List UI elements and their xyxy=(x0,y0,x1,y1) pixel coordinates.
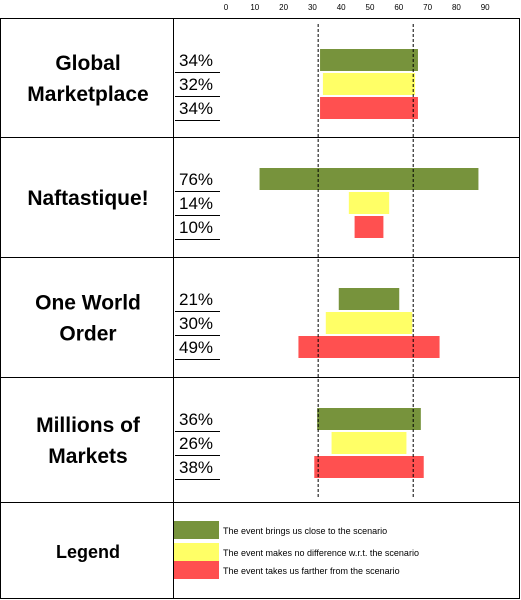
percent-label: 10% xyxy=(179,218,213,237)
percent-label: 21% xyxy=(179,290,213,309)
bar-farther xyxy=(314,456,424,478)
bar-neutral xyxy=(348,192,390,214)
x-tick-label: 20 xyxy=(279,3,288,12)
percent-label: 36% xyxy=(179,410,213,429)
x-tick-label: 10 xyxy=(250,3,259,12)
legend-swatch-neutral xyxy=(174,543,219,561)
scenario-label: Global Marketplace xyxy=(27,52,148,106)
percent-label: 76% xyxy=(179,170,213,189)
scenario-label: Millions of Markets xyxy=(36,414,141,468)
legend-swatch-close xyxy=(174,521,219,539)
bar-close xyxy=(259,168,479,190)
x-tick-label: 80 xyxy=(452,3,461,12)
bar-close xyxy=(338,288,400,310)
scenario-label: Naftastique! xyxy=(27,187,148,210)
x-tick-label: 30 xyxy=(308,3,317,12)
percent-label: 14% xyxy=(179,194,213,213)
percent-label: 38% xyxy=(179,458,213,477)
bar-farther xyxy=(354,216,384,238)
percent-label: 32% xyxy=(179,75,213,94)
bar-neutral xyxy=(331,432,407,454)
x-tick-label: 40 xyxy=(337,3,346,12)
legend-item-label: The event makes no difference w.r.t. the… xyxy=(223,548,419,558)
percent-label: 34% xyxy=(179,51,213,70)
bar-farther xyxy=(298,336,440,358)
bar-close xyxy=(320,49,418,71)
percent-label: 26% xyxy=(179,434,213,453)
chart-border xyxy=(0,18,520,599)
legend-item-label: The event brings us close to the scenari… xyxy=(223,526,387,536)
percent-label: 49% xyxy=(179,338,213,357)
bar-farther xyxy=(320,97,418,119)
legend-title: Legend xyxy=(56,542,120,562)
bar-neutral xyxy=(322,73,416,95)
x-tick-label: 0 xyxy=(224,3,229,12)
percent-label: 34% xyxy=(179,99,213,118)
x-tick-label: 70 xyxy=(423,3,432,12)
scenario-label: One World Order xyxy=(35,292,141,346)
x-tick-label: 50 xyxy=(366,3,375,12)
bar-neutral xyxy=(325,312,413,334)
x-tick-label: 60 xyxy=(394,3,403,12)
x-tick-label: 90 xyxy=(481,3,490,12)
legend-item-label: The event takes us farther from the scen… xyxy=(223,566,400,576)
bar-close xyxy=(317,408,421,430)
percent-label: 30% xyxy=(179,314,213,333)
legend-swatch-farther xyxy=(174,561,219,579)
